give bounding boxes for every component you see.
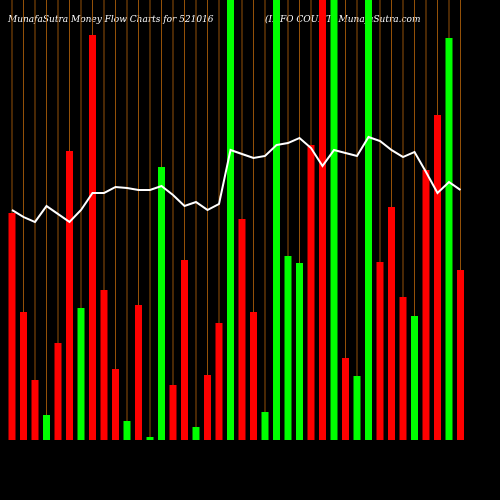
bar xyxy=(77,308,85,440)
bar xyxy=(146,437,154,440)
bar xyxy=(192,427,200,440)
bar xyxy=(54,343,62,440)
bar xyxy=(353,376,361,440)
bar xyxy=(181,260,188,440)
bar xyxy=(250,312,257,440)
bar xyxy=(112,369,119,440)
bar xyxy=(158,167,165,440)
bar xyxy=(273,0,280,440)
bar xyxy=(89,35,96,440)
bar xyxy=(376,262,384,440)
bar xyxy=(204,375,211,440)
chart-title: MunafaSutra Money Flow Charts for 521016 xyxy=(7,15,214,25)
bar xyxy=(261,412,269,440)
bar xyxy=(422,170,430,440)
bar xyxy=(445,38,453,440)
bar xyxy=(284,256,292,440)
trend-line xyxy=(11,135,462,224)
bar xyxy=(307,145,315,440)
bar xyxy=(457,270,464,440)
bar xyxy=(238,219,246,440)
bar xyxy=(365,0,372,440)
bar xyxy=(227,0,234,440)
bar xyxy=(215,323,223,440)
bar xyxy=(411,316,418,440)
bar xyxy=(31,380,39,440)
bar xyxy=(296,263,303,440)
bar xyxy=(388,207,395,440)
bar xyxy=(330,0,338,440)
bar xyxy=(66,151,73,440)
bar xyxy=(100,290,108,440)
chart-subtitle: (INFO COUNT) MunafaSutra.com xyxy=(265,14,421,25)
bar xyxy=(135,305,142,440)
bar xyxy=(169,385,177,440)
bar xyxy=(8,213,16,440)
bar xyxy=(43,415,50,440)
bar xyxy=(399,297,407,440)
bar xyxy=(434,115,441,440)
bar xyxy=(319,0,326,440)
bar xyxy=(123,421,131,440)
bar xyxy=(342,358,349,440)
bar xyxy=(20,312,27,440)
